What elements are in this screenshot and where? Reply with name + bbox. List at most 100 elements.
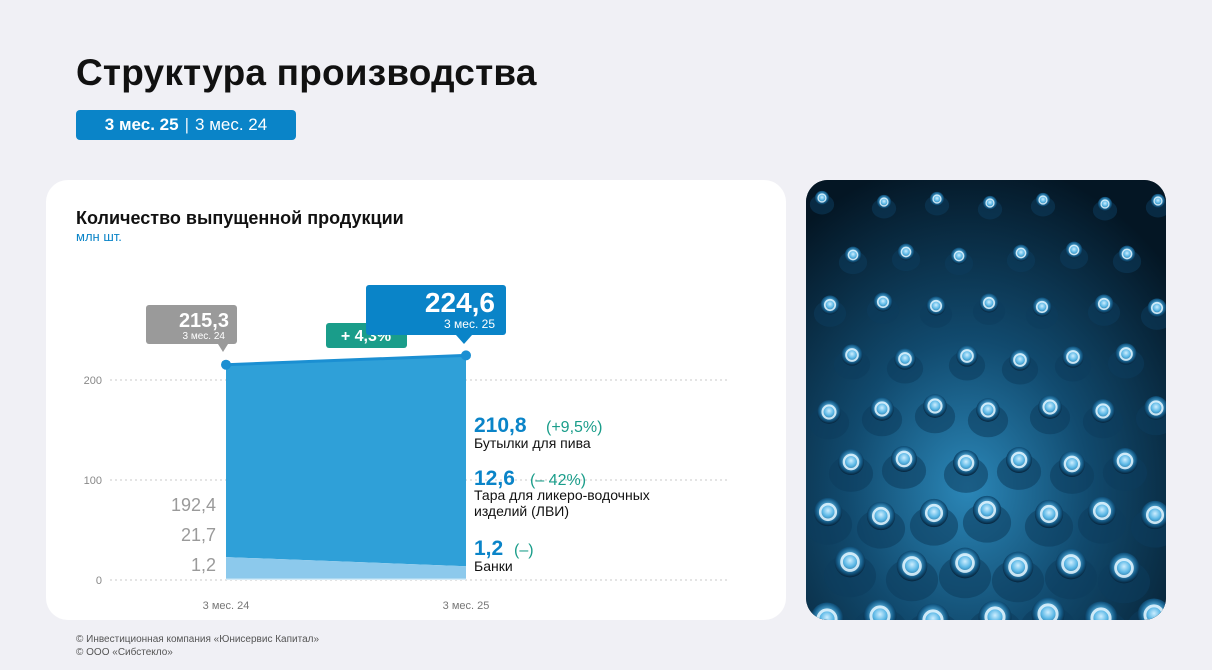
bottle-neck <box>1030 192 1056 217</box>
period-badge: 3 мес. 25 | 3 мес. 24 <box>76 110 296 140</box>
bottle-neck <box>924 191 950 216</box>
bottle-neck <box>855 599 905 620</box>
bottle-neck <box>885 550 939 602</box>
bottle-neck <box>1092 196 1118 221</box>
bottle-neck <box>1049 451 1095 494</box>
cur-change-beer: (+9,5%) <box>546 419 602 436</box>
cur-value-beer-number: 210,8 <box>474 414 527 437</box>
period-previous: 3 мес. 24 <box>195 115 268 134</box>
bottle-neck <box>972 293 1006 325</box>
area-cans <box>226 578 466 580</box>
bottle-neck <box>909 498 959 546</box>
series-name-lvi-line2: изделий (ЛВИ) <box>474 503 569 519</box>
bottle-neck <box>1140 298 1166 330</box>
bottle-neck <box>1054 346 1092 382</box>
bottle-neck <box>861 397 903 437</box>
bottle-neck <box>996 447 1042 490</box>
callout-prev-box <box>146 305 237 344</box>
bottle-neck <box>813 295 847 327</box>
glass-bottles-photo <box>806 180 1166 620</box>
bottle-neck <box>1024 499 1074 547</box>
y-tick-200: 200 <box>84 375 102 387</box>
gridlines <box>110 379 728 581</box>
legend-cans: 1,2 (–) Банки <box>474 537 534 574</box>
footer-copyright-1: © Инвестиционная компания «Юнисервис Кап… <box>76 634 320 645</box>
bottle-neck <box>1029 395 1071 435</box>
bottle-neck <box>970 600 1020 620</box>
callout-prev-period: 3 мес. 24 <box>183 331 226 342</box>
bottle-neck <box>1006 244 1036 273</box>
production-chart-card: Количество выпущенной продукции млн шт. … <box>46 180 786 620</box>
chart-title: Количество выпущенной продукции <box>76 208 404 228</box>
bottle-neck <box>977 195 1003 220</box>
bottle-neck <box>891 243 921 272</box>
bottle-neck <box>967 398 1009 438</box>
bottle-neck <box>919 296 953 328</box>
bottle-neck <box>866 292 900 324</box>
series-name-beer: Бутылки для пива <box>474 435 591 451</box>
callout-cur-period: 3 мес. 25 <box>444 317 495 331</box>
total-point-cur <box>461 350 471 361</box>
cur-value-cans: 1,2 <box>474 537 503 560</box>
bottle-neck <box>833 344 871 380</box>
footer: © Инвестиционная компания «Юнисервис Кап… <box>76 633 319 659</box>
bottle-neck <box>948 345 986 381</box>
bottle-neck <box>1112 245 1142 274</box>
cur-value-lvi: 12,6 <box>474 467 515 490</box>
prev-label-beer: 192,4 <box>171 495 216 515</box>
bottle-neck <box>809 190 835 215</box>
bottle-neck <box>808 400 850 440</box>
bottle-neck <box>1022 597 1074 620</box>
bottle-neck <box>1107 343 1145 379</box>
bottle-neck <box>1077 601 1125 620</box>
bottle-necks <box>806 190 1166 620</box>
period-separator: | <box>184 115 190 134</box>
bottle-neck <box>1135 396 1166 436</box>
bottle-neck <box>938 547 992 599</box>
bottle-neck <box>962 495 1012 543</box>
total-line <box>225 353 467 367</box>
total-point-prev <box>221 359 231 370</box>
bottle-neck <box>1145 193 1166 218</box>
x-tick-prev: 3 мес. 24 <box>203 600 250 612</box>
callout-prev-total: 215,3 3 мес. 24 <box>146 305 237 352</box>
x-tick-cur: 3 мес. 25 <box>443 600 490 612</box>
bottle-neck <box>856 501 906 549</box>
bottles-illustration <box>806 180 1166 620</box>
series-name-cans: Банки <box>474 558 513 574</box>
page-title: Структура производства <box>76 52 537 93</box>
bottle-neck <box>943 450 989 493</box>
bottle-neck <box>1082 399 1124 439</box>
bottle-neck <box>914 394 956 434</box>
production-area-chart: 200 100 0 215,3 3 мес. 24 + 4,3% 224,6 3… <box>84 285 728 612</box>
bottle-neck <box>881 446 927 489</box>
callout-cur-value: 224,6 <box>425 287 495 318</box>
cur-change-cans: (–) <box>514 542 534 559</box>
series-name-lvi-line1: Тара для ликеро-водочных <box>474 487 650 503</box>
bottle-neck <box>1025 297 1059 329</box>
callout-cur-pointer <box>456 335 472 344</box>
bottle-neck <box>823 546 877 598</box>
callout-prev-value: 215,3 <box>179 310 229 332</box>
bottle-neck <box>991 551 1045 603</box>
area-beer-bottles <box>226 355 466 567</box>
callout-cur-total: 224,6 3 мес. 25 <box>366 285 506 344</box>
prev-label-cans: 1,2 <box>191 555 216 575</box>
bottle-neck <box>1102 448 1148 491</box>
callout-cur-box <box>366 285 506 335</box>
bottle-neck <box>1130 500 1166 548</box>
bottle-neck <box>1077 496 1127 544</box>
bottle-neck <box>838 246 868 275</box>
legend-beer: 210,8 (+9,5%) Бутылки для пива <box>474 414 602 451</box>
legend-lvi: 12,6 (– 42%) Тара для ликеро-водочных из… <box>474 467 650 519</box>
bottle-neck <box>871 194 897 219</box>
bottle-neck <box>1044 548 1098 600</box>
bottle-neck <box>944 247 974 276</box>
chart-unit: млн шт. <box>76 229 122 244</box>
bottle-neck <box>1097 552 1151 604</box>
period-current: 3 мес. 25 <box>104 115 179 134</box>
bottle-neck <box>886 348 924 384</box>
footer-copyright-2: © ООО «Сибстекло» <box>76 647 173 658</box>
cur-value-beer: 210,8 <box>474 414 527 437</box>
area-lvi-containers <box>226 557 466 579</box>
